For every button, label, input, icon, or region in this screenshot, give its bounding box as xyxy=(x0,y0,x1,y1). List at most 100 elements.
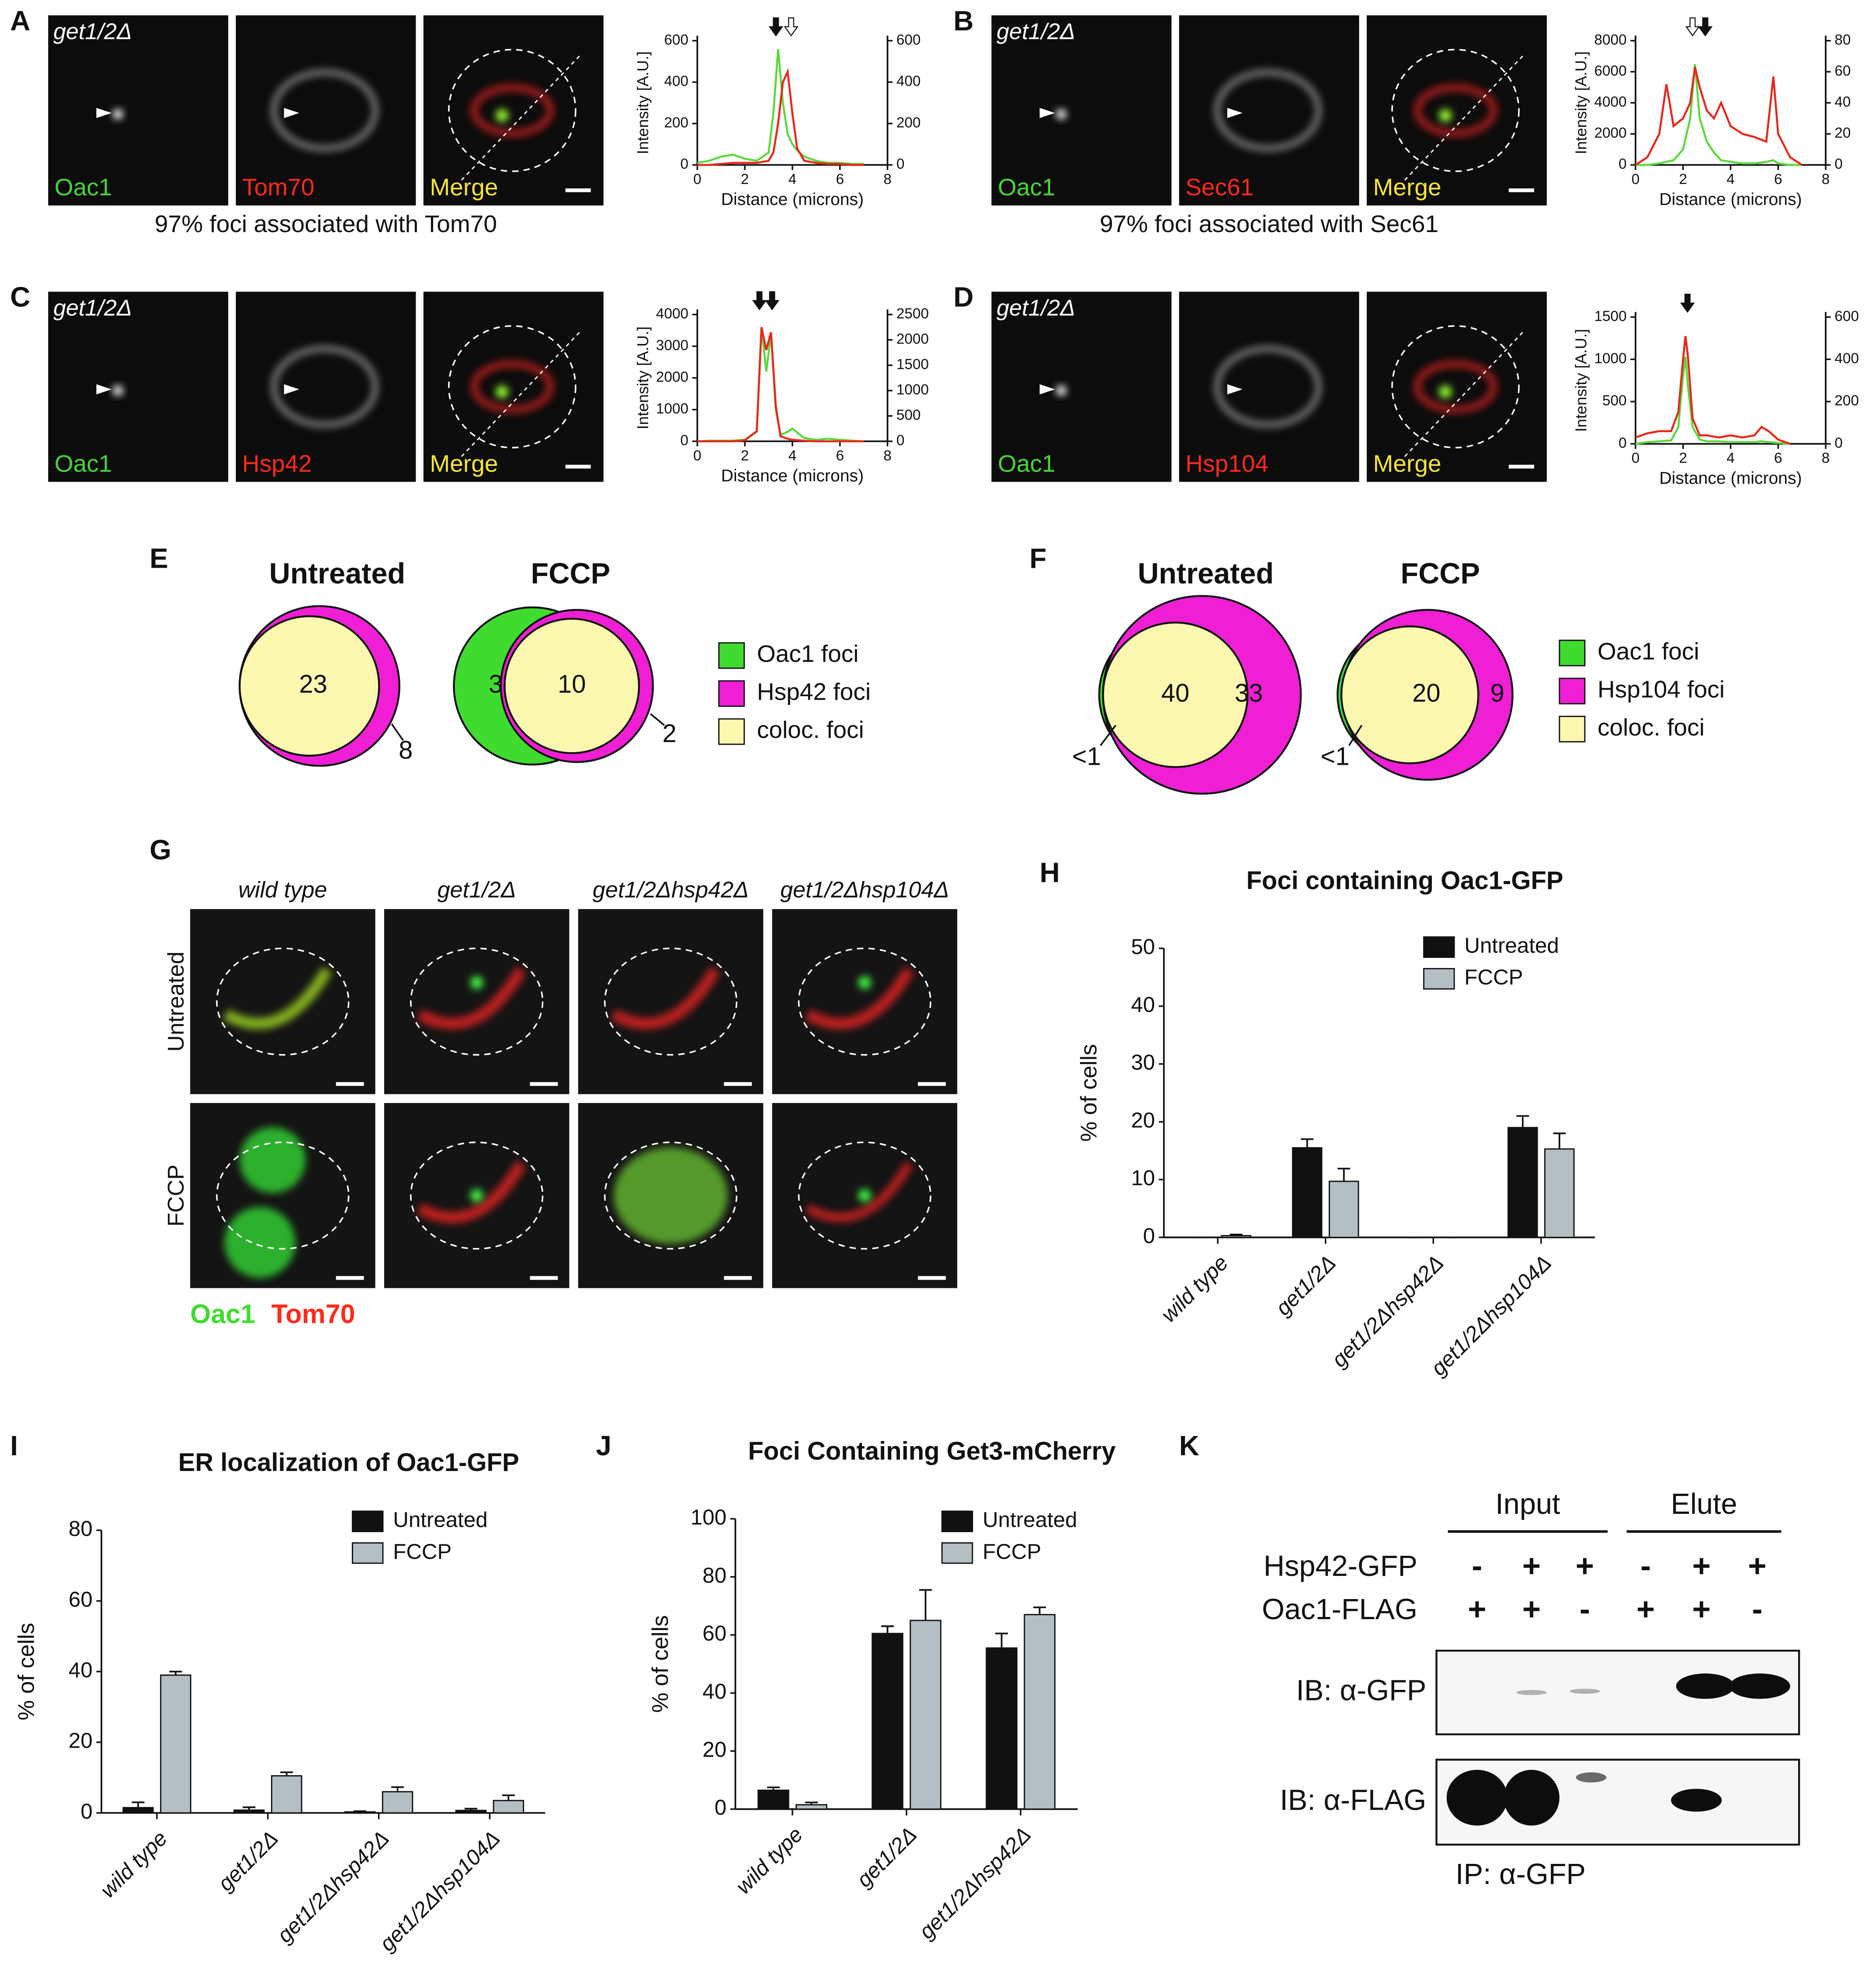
error-bar xyxy=(919,1589,932,1620)
tick-label: 0 xyxy=(896,433,905,449)
strain-label: get1/2Δ xyxy=(53,19,132,45)
tick-label: 20 xyxy=(702,1738,726,1762)
venn-circle xyxy=(504,618,640,754)
x-tick-label: wild type xyxy=(1157,1251,1233,1327)
panel-letter: I xyxy=(10,1430,18,1461)
tick-label: 60 xyxy=(69,1587,93,1611)
tick-label: 40 xyxy=(1131,992,1155,1017)
tick-label: 1500 xyxy=(1594,308,1626,324)
bar xyxy=(233,1809,265,1814)
tick-label: 0 xyxy=(693,448,702,464)
channel-label: Hsp104 xyxy=(1185,450,1268,477)
group-label: Elute xyxy=(1671,1488,1737,1520)
focus xyxy=(113,385,123,396)
profile-line xyxy=(697,49,864,165)
blot-band xyxy=(1570,1689,1600,1694)
x-tick-label: get1/2Δhsp42Δ xyxy=(914,1822,1036,1944)
focus xyxy=(470,1189,483,1202)
lane-sign: - xyxy=(1752,1591,1762,1627)
y-axis-label: Intensity [A.U.] xyxy=(634,326,652,430)
tick-label: 600 xyxy=(664,32,688,48)
blot-band xyxy=(1676,1673,1735,1699)
x-axis-label: Distance (microns) xyxy=(1659,469,1802,488)
x-tick-label: get1/2Δhsp42Δ xyxy=(1327,1251,1448,1372)
bar xyxy=(271,1775,302,1814)
legend-label: Oac1 xyxy=(190,1299,255,1329)
tick-label: 4000 xyxy=(1594,94,1626,110)
signal xyxy=(470,360,554,413)
micrograph xyxy=(384,909,570,1094)
lane-sign: - xyxy=(1472,1548,1482,1584)
blot-band xyxy=(1729,1673,1790,1699)
panel-letter: E xyxy=(149,542,168,574)
signal xyxy=(1414,360,1497,413)
tick-label: 0 xyxy=(1632,171,1640,187)
bar xyxy=(455,1810,487,1814)
tick-label: 20 xyxy=(1834,125,1851,141)
tick-label: 80 xyxy=(702,1563,726,1587)
venn-circle xyxy=(239,615,380,757)
signal xyxy=(271,345,379,428)
caption: 97% foci associated with Tom70 xyxy=(155,210,497,237)
tick-label: 0 xyxy=(80,1799,92,1823)
focus xyxy=(496,385,509,399)
channel-label: Tom70 xyxy=(242,173,314,201)
legend-swatch xyxy=(718,642,745,669)
tick-label: 2500 xyxy=(896,306,929,322)
error-bar xyxy=(767,1786,780,1790)
tick-label: 0 xyxy=(715,1796,726,1820)
blot-footer: IP: α-GFP xyxy=(1455,1858,1586,1891)
bar xyxy=(986,1647,1018,1810)
channel-label: Oac1 xyxy=(998,450,1056,477)
peak-arrow xyxy=(1685,17,1700,37)
tick-label: 80 xyxy=(1834,32,1851,48)
panel-letter: K xyxy=(1179,1430,1199,1461)
tick-label: 4 xyxy=(1726,450,1735,466)
lane-sign: - xyxy=(1580,1591,1590,1627)
tick-label: 80 xyxy=(69,1517,93,1541)
legend-label: Untreated xyxy=(393,1508,488,1532)
cell-outline xyxy=(216,1141,350,1250)
profile-line xyxy=(697,68,864,166)
strain-label: get1/2Δ xyxy=(53,295,132,321)
tick-label: 2 xyxy=(741,448,749,464)
lane-sign: + xyxy=(1576,1548,1594,1584)
error-bar xyxy=(354,1810,367,1812)
profile-line xyxy=(461,53,583,181)
arrowhead xyxy=(1039,108,1055,118)
tick-label: 6 xyxy=(836,448,844,464)
venn-count: 3 xyxy=(489,670,503,698)
legend-label: coloc. foci xyxy=(757,716,864,743)
legend-swatch xyxy=(718,718,745,745)
tick-label: 30 xyxy=(1131,1051,1155,1075)
signal xyxy=(470,83,554,137)
tick-label: 60 xyxy=(1834,63,1851,79)
legend-label: Untreated xyxy=(1464,933,1559,958)
tick-label: 8 xyxy=(883,171,892,187)
tick-label: 600 xyxy=(896,32,921,48)
legend-swatch xyxy=(1559,639,1586,666)
row-label: Hsp42-GFP xyxy=(1264,1550,1417,1582)
micrograph xyxy=(1179,15,1359,206)
panel-letter: J xyxy=(596,1430,611,1461)
column-label: get1/2Δ xyxy=(438,877,516,902)
focus xyxy=(1439,385,1452,399)
legend-swatch xyxy=(718,680,745,707)
micrograph xyxy=(1367,15,1547,206)
peak-arrow xyxy=(1680,294,1695,313)
lane-sign: + xyxy=(1522,1548,1541,1584)
micrograph xyxy=(772,909,958,1094)
bar xyxy=(910,1620,941,1810)
legend-swatch xyxy=(1559,715,1586,742)
tick-label: 1000 xyxy=(1594,350,1626,367)
legend-swatch xyxy=(1559,677,1586,704)
channel-label: Oac1 xyxy=(55,450,112,477)
focus xyxy=(496,109,509,122)
y-axis-label: Intensity [A.U.] xyxy=(1572,329,1590,432)
y-axis-label: % of cells xyxy=(648,1615,673,1713)
arrowhead xyxy=(1227,108,1243,118)
venn-count: 20 xyxy=(1412,679,1441,707)
legend-label: Untreated xyxy=(983,1508,1077,1532)
tick-label: 6 xyxy=(1774,450,1782,466)
error-bar xyxy=(995,1632,1008,1648)
